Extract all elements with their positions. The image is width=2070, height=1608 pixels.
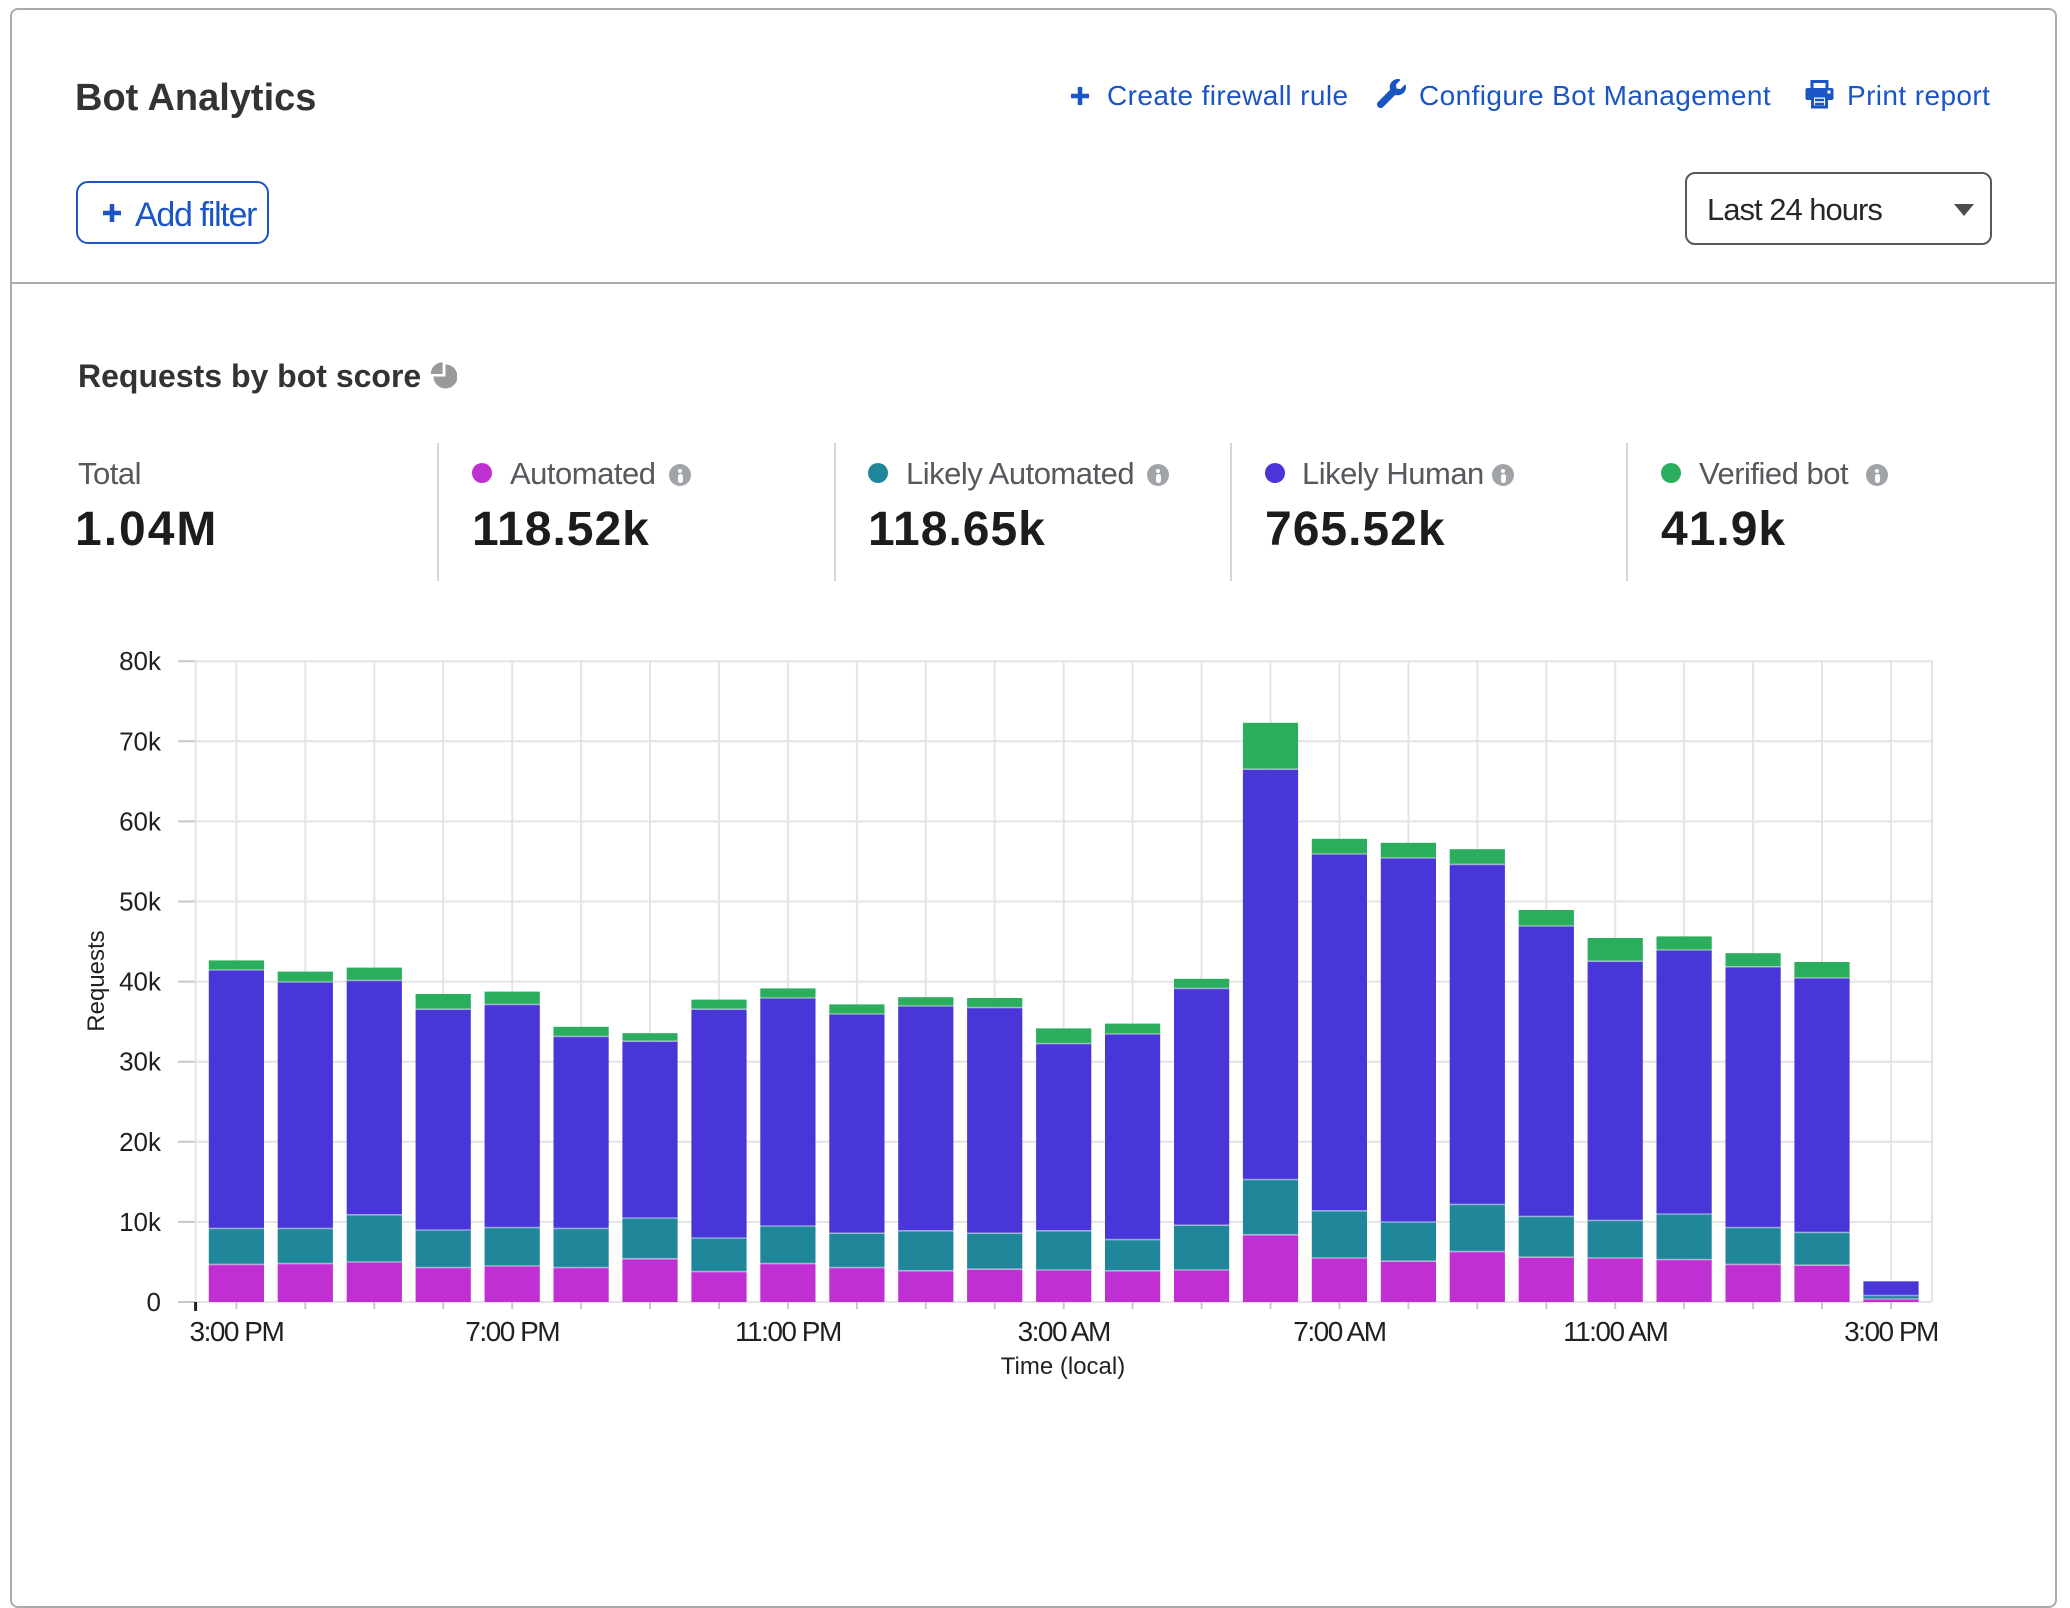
svg-text:11:00 AM: 11:00 AM (1563, 1316, 1667, 1347)
svg-text:Requests: Requests (83, 930, 110, 1031)
svg-text:10k: 10k (119, 1207, 162, 1237)
svg-text:7:00 AM: 7:00 AM (1293, 1316, 1385, 1347)
svg-text:50k: 50k (119, 887, 162, 917)
svg-text:60k: 60k (119, 806, 162, 836)
svg-text:3:00 PM: 3:00 PM (190, 1316, 284, 1347)
svg-text:3:00 PM: 3:00 PM (1844, 1316, 1938, 1347)
svg-text:40k: 40k (119, 967, 162, 997)
svg-text:0: 0 (147, 1287, 161, 1317)
svg-text:Time (local): Time (local) (1001, 1353, 1125, 1380)
svg-text:11:00 PM: 11:00 PM (735, 1316, 841, 1347)
svg-text:70k: 70k (119, 726, 162, 756)
svg-text:3:00 AM: 3:00 AM (1018, 1316, 1110, 1347)
svg-text:30k: 30k (119, 1047, 162, 1077)
svg-text:80k: 80k (119, 646, 162, 676)
svg-text:7:00 PM: 7:00 PM (465, 1316, 559, 1347)
svg-text:20k: 20k (119, 1127, 162, 1157)
